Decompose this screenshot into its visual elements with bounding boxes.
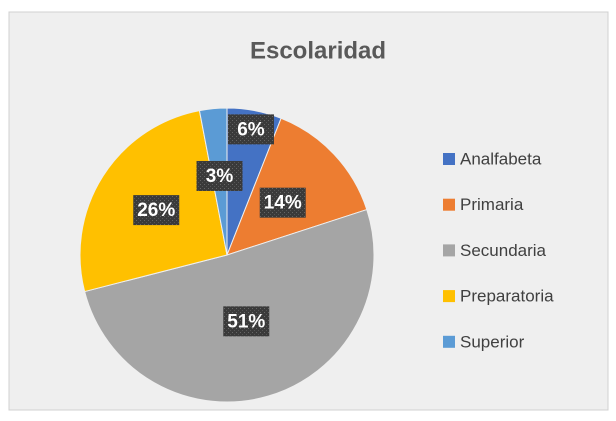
legend-label: Secundaria (460, 241, 547, 260)
legend-swatch (443, 198, 455, 211)
chart-title: Escolaridad (250, 37, 386, 64)
data-label-box (259, 187, 306, 218)
data-label: 51% (227, 311, 265, 332)
legend-swatch (443, 244, 455, 257)
legend-label: Analfabeta (460, 149, 542, 168)
legend-label: Superior (460, 332, 525, 351)
legend-swatch (443, 153, 455, 165)
data-label-box (223, 306, 270, 337)
data-label: 6% (237, 119, 265, 140)
legend-swatch (443, 335, 455, 348)
data-label-box (227, 114, 274, 145)
data-label-box (196, 160, 243, 191)
legend-swatch (443, 290, 455, 303)
data-label: 3% (206, 166, 234, 187)
data-label: 26% (137, 200, 175, 221)
data-label-box (133, 195, 180, 226)
legend-label: Primaria (460, 195, 524, 214)
legend-label: Preparatoria (460, 287, 554, 306)
pie-slice (84, 208, 375, 403)
data-label: 14% (264, 193, 302, 214)
